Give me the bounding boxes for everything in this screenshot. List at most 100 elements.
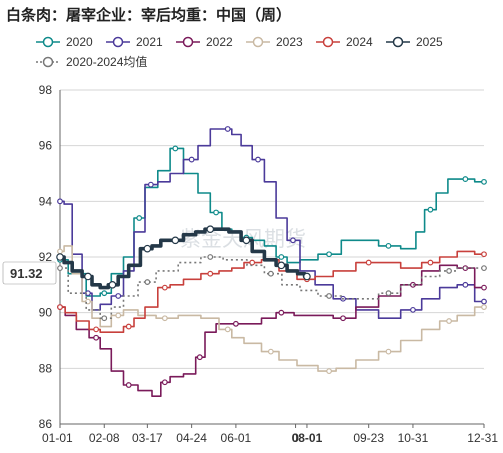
legend-item-2024[interactable]: 2024 bbox=[316, 35, 373, 49]
data-point bbox=[84, 272, 92, 281]
data-point bbox=[171, 236, 180, 245]
series-2025 bbox=[56, 225, 311, 290]
series-line bbox=[60, 256, 484, 319]
legend-label: 2020-2024均值 bbox=[66, 54, 147, 69]
y-tick-label: 88 bbox=[39, 361, 53, 375]
data-point bbox=[365, 259, 372, 266]
data-point bbox=[481, 265, 487, 272]
data-point bbox=[481, 284, 487, 291]
series-2021 bbox=[57, 126, 487, 319]
legend-swatch-marker bbox=[322, 36, 334, 48]
data-point bbox=[385, 242, 392, 249]
data-point bbox=[207, 270, 214, 277]
data-point bbox=[147, 181, 154, 188]
data-point bbox=[207, 254, 214, 260]
data-point bbox=[249, 259, 256, 266]
data-point bbox=[57, 304, 63, 311]
data-point bbox=[93, 326, 100, 333]
legend-item-2023[interactable]: 2023 bbox=[246, 35, 303, 49]
data-point bbox=[125, 382, 132, 388]
data-point bbox=[326, 251, 332, 258]
legend-label: 2021 bbox=[136, 35, 163, 49]
data-point bbox=[161, 315, 168, 322]
data-point bbox=[224, 126, 231, 132]
data-point bbox=[57, 265, 63, 272]
data-point bbox=[481, 304, 487, 311]
x-tick-label: 08-01 bbox=[292, 431, 323, 445]
data-point bbox=[232, 320, 239, 327]
legend-item-2025[interactable]: 2025 bbox=[386, 35, 443, 49]
legend-label: 2024 bbox=[346, 35, 373, 49]
data-point bbox=[267, 270, 274, 277]
data-point bbox=[427, 259, 434, 266]
legend-swatch-marker bbox=[252, 36, 264, 48]
data-point bbox=[278, 309, 285, 316]
data-point bbox=[101, 315, 108, 322]
legend-label: 2020 bbox=[66, 35, 93, 49]
x-tick-label: 0 bbox=[292, 431, 299, 445]
legend-label: 2022 bbox=[206, 35, 233, 49]
chart-axes: 86 88 90 92 94 96 98 01-01 02-08 03-17 04-24 06-01 0… bbox=[39, 83, 499, 445]
legend-label: 2023 bbox=[276, 35, 303, 49]
data-point bbox=[143, 244, 152, 253]
data-point bbox=[172, 145, 179, 152]
data-point bbox=[161, 379, 168, 386]
data-point bbox=[57, 198, 63, 205]
y-tick-label: 98 bbox=[39, 83, 53, 97]
data-point bbox=[303, 272, 311, 281]
chart-title: 白条肉：屠宰企业：宰后均重：中国（周） bbox=[6, 6, 292, 24]
legend-swatch-marker bbox=[42, 56, 54, 68]
data-point bbox=[115, 293, 122, 299]
data-point bbox=[278, 254, 285, 260]
legend-swatch-marker bbox=[182, 36, 194, 48]
data-point bbox=[108, 281, 117, 289]
data-point bbox=[267, 348, 274, 355]
data-point bbox=[326, 368, 332, 375]
legend-item-2021[interactable]: 2021 bbox=[106, 35, 163, 49]
legend-item-2020[interactable]: 2020 bbox=[36, 35, 93, 49]
data-point bbox=[410, 306, 416, 313]
x-tick-label: 10-31 bbox=[398, 431, 429, 445]
x-tick-label: 02-08 bbox=[89, 431, 120, 445]
series-2020-2024均值 bbox=[57, 254, 487, 322]
chart-grid bbox=[60, 89, 484, 425]
legend-swatch-marker bbox=[42, 36, 54, 48]
data-point bbox=[385, 348, 392, 355]
data-point bbox=[277, 261, 286, 270]
data-point bbox=[340, 315, 346, 322]
data-point bbox=[101, 290, 108, 297]
x-tick-label: 01-01 bbox=[42, 431, 73, 445]
data-point bbox=[427, 206, 434, 213]
data-point bbox=[57, 248, 63, 255]
x-tick-label: 09-23 bbox=[353, 431, 384, 445]
series-line bbox=[60, 264, 484, 397]
data-point bbox=[290, 237, 296, 244]
legend-label: 2025 bbox=[416, 35, 443, 49]
x-tick-label: 04-24 bbox=[176, 431, 207, 445]
data-point bbox=[56, 253, 64, 261]
y-tick-label: 86 bbox=[39, 417, 53, 431]
series-line bbox=[60, 128, 484, 319]
data-point bbox=[161, 284, 168, 291]
data-point bbox=[136, 215, 143, 221]
series-2024 bbox=[57, 250, 487, 333]
y-tick-label: 94 bbox=[39, 194, 53, 208]
legend-swatch-marker bbox=[392, 36, 404, 48]
legend[interactable]: 2020 2021 2022 2023 2024 2025 2020-2024均值 bbox=[36, 35, 443, 69]
data-point bbox=[125, 323, 132, 330]
data-point bbox=[481, 178, 487, 185]
y-tick-label: 92 bbox=[39, 250, 53, 264]
data-point bbox=[213, 209, 219, 216]
data-point bbox=[144, 279, 151, 285]
y-tick-label: 90 bbox=[39, 306, 53, 320]
legend-swatch-marker bbox=[112, 36, 124, 48]
data-point bbox=[206, 225, 215, 233]
legend-item-2020-2024均值[interactable]: 2020-2024均值 bbox=[36, 54, 147, 69]
legend-item-2022[interactable]: 2022 bbox=[176, 35, 233, 49]
current-value-badge: 91.32 bbox=[2, 261, 57, 285]
series-2020 bbox=[57, 145, 487, 297]
data-point bbox=[481, 298, 487, 305]
data-point bbox=[93, 334, 100, 341]
data-point bbox=[115, 312, 122, 319]
x-tick-label: 03-17 bbox=[132, 431, 163, 445]
